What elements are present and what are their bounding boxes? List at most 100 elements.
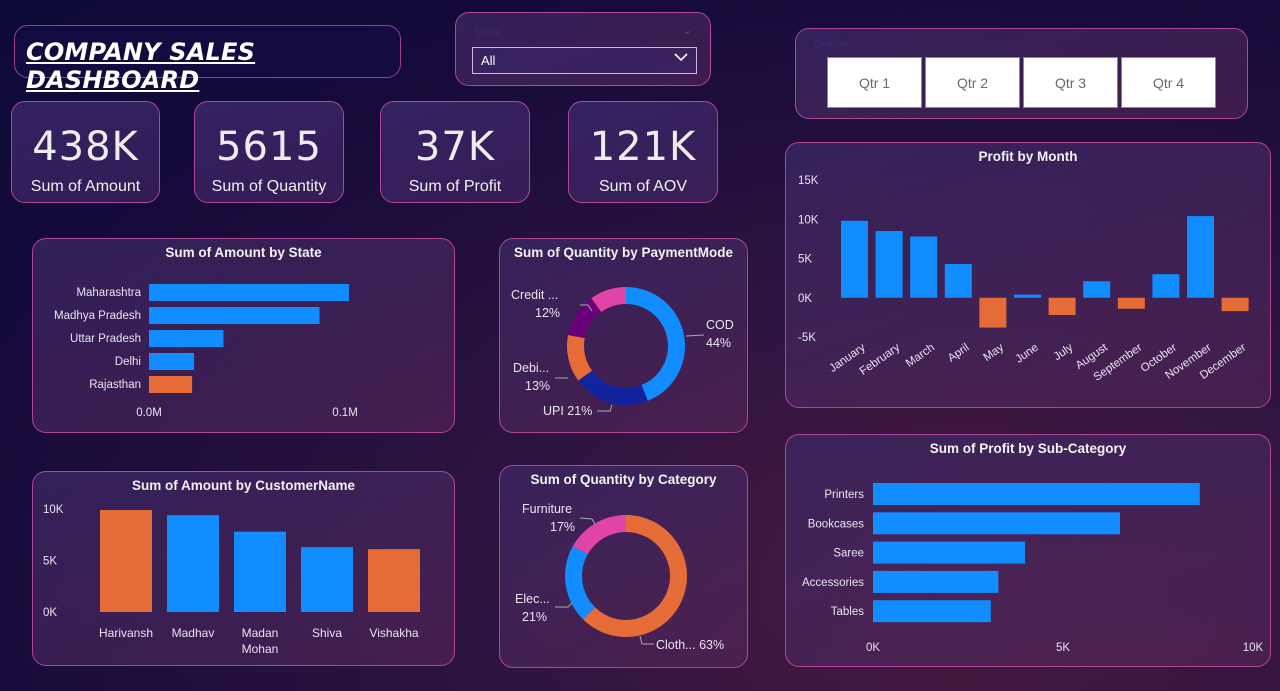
chart-title: Sum of Profit by Sub-Category: [929, 441, 1127, 456]
qtr-4-button[interactable]: Qtr 4: [1121, 57, 1216, 108]
amount-by-customer-svg: 10K 5K 0K Harivansh Madhav Madan Mohan Shiva Vis…: [43, 504, 420, 656]
kpi-value: 37K: [414, 124, 496, 170]
x-tick-label: 10K: [1243, 642, 1264, 654]
slice-label: Elec...: [515, 592, 550, 606]
x-tick-label: Harivansh: [99, 626, 153, 640]
bar: [1187, 216, 1214, 298]
category-label: Accessories: [802, 577, 864, 589]
y-tick-label: 5K: [798, 254, 812, 266]
kpi-card-profit: 37K Sum of Profit: [380, 101, 530, 203]
bar: [149, 330, 224, 347]
qtr-1-button[interactable]: Qtr 1: [827, 57, 922, 108]
amount-by-customer-chart[interactable]: Sum of Amount by CustomerName 10K 5K 0K Har…: [32, 471, 455, 666]
kpi-value: 121K: [589, 124, 697, 170]
kpi-value: 438K: [32, 124, 139, 170]
bar: [873, 541, 1025, 564]
y-tick-label: 10K: [43, 504, 64, 516]
kpi-label: Sum of AOV: [598, 178, 688, 195]
kpi-card-amount: 438K Sum of Amount: [11, 101, 160, 203]
y-tick-label: 0K: [43, 607, 57, 619]
y-tick-label: -5K: [798, 332, 816, 344]
leader-line: [685, 334, 705, 337]
category-label: Printers: [824, 489, 864, 501]
donut-slice: [626, 287, 685, 401]
bar: [1221, 297, 1249, 312]
quantity-by-category-svg: Cloth... 63% Elec... 21% Furniture 17%: [515, 502, 724, 652]
slice-value: 17%: [550, 520, 575, 534]
x-tick-label: 0K: [866, 642, 880, 654]
qtr-2-button[interactable]: Qtr 2: [925, 57, 1020, 108]
quarter-slicer: Quarter Qtr 1 Qtr 2 Qtr 3 Qtr 4: [795, 28, 1248, 119]
x-tick-label: 0.0M: [136, 407, 162, 419]
slice-value: 21%: [522, 610, 547, 624]
quantity-by-paymentmode-svg: COD 44% UPI 21% Debi... 13% Credit ... 12%: [511, 287, 734, 418]
bar: [873, 600, 991, 623]
profit-by-subcategory-chart[interactable]: Sum of Profit by Sub-Category Printers Bo…: [785, 434, 1271, 667]
chevron-down-icon: [674, 53, 688, 62]
x-tick-label: Mohan: [242, 642, 279, 656]
state-dropdown[interactable]: All: [472, 47, 697, 74]
y-tick-label: 5K: [43, 556, 57, 568]
quantity-by-category-chart[interactable]: Sum of Quantity by Category Cloth... 63%…: [499, 465, 748, 668]
bar: [149, 284, 349, 301]
slice-label: Furniture: [522, 502, 572, 516]
chart-title: Profit by Month: [978, 149, 1078, 164]
x-tick-label: April: [946, 342, 972, 365]
slice-label: Credit ...: [511, 288, 558, 302]
x-tick-label: May: [981, 341, 1006, 363]
bar: [234, 531, 286, 612]
donut-slice: [578, 370, 648, 405]
y-tick-label: 15K: [798, 175, 819, 187]
slice-value: 13%: [525, 379, 550, 393]
x-tick-label: March: [904, 342, 937, 370]
bar: [100, 510, 152, 612]
leader-line: [579, 517, 596, 525]
amount-by-state-chart[interactable]: Sum of Amount by State Maharashtra Madhya…: [32, 238, 455, 433]
chart-title: Sum of Amount by State: [165, 245, 322, 260]
x-tick-label: Vishakha: [369, 626, 418, 640]
donut-slice: [583, 515, 687, 637]
bar: [149, 307, 320, 324]
x-tick-label: 5K: [1056, 642, 1070, 654]
leader-line: [580, 304, 593, 312]
x-tick-label: Shiva: [312, 626, 342, 640]
kpi-card-quantity: 5615 Sum of Quantity: [194, 101, 344, 203]
quarter-slicer-label: Quarter: [814, 39, 848, 50]
kpi-card-aov: 121K Sum of AOV: [568, 101, 718, 203]
x-tick-label: July: [1052, 341, 1076, 363]
slice-label: Cloth... 63%: [656, 638, 724, 652]
amount-by-state-svg: Maharashtra Madhya Pradesh Uttar Pradesh De…: [54, 284, 358, 419]
quantity-by-paymentmode-chart[interactable]: Sum of Quantity by PaymentMode COD 44% UPI…: [499, 238, 748, 433]
category-label: Saree: [833, 548, 864, 560]
donut-slice: [567, 334, 593, 381]
qtr-3-button[interactable]: Qtr 3: [1023, 57, 1118, 108]
state-dropdown-value: All: [481, 53, 496, 68]
bar: [1014, 294, 1041, 298]
x-tick-label: Madhav: [172, 626, 215, 640]
kpi-label: Sum of Amount: [30, 178, 141, 195]
donut-slice: [591, 287, 626, 313]
x-tick-label: Madan: [242, 626, 279, 640]
bar: [875, 231, 903, 298]
chart-title: Sum of Quantity by Category: [530, 472, 717, 487]
bar: [873, 512, 1120, 535]
category-label: Rajasthan: [89, 379, 141, 391]
slice-label: Debi...: [513, 361, 549, 375]
title-card: COMPANY SALES DASHBOARD: [14, 25, 401, 94]
bar: [1117, 297, 1145, 309]
category-label: Madhya Pradesh: [54, 310, 141, 322]
slice-label: UPI 21%: [543, 404, 592, 418]
profit-by-month-chart[interactable]: Profit by Month 15K 10K 5K 0K -5K January Febr…: [785, 142, 1271, 408]
chevron-down-icon[interactable]: ⌄: [681, 23, 692, 37]
leader-line: [639, 635, 654, 645]
page-title: COMPANY SALES DASHBOARD: [26, 38, 256, 94]
bar: [368, 549, 420, 612]
chart-title: Sum of Quantity by PaymentMode: [513, 245, 734, 260]
y-tick-label: 0K: [798, 293, 812, 305]
category-label: Bookcases: [808, 518, 865, 530]
x-tick-label: June: [1013, 342, 1040, 366]
bar: [1048, 297, 1076, 316]
kpi-label: Sum of Quantity: [211, 178, 327, 195]
slice-value: 44%: [706, 336, 731, 350]
leader-line: [597, 404, 613, 412]
